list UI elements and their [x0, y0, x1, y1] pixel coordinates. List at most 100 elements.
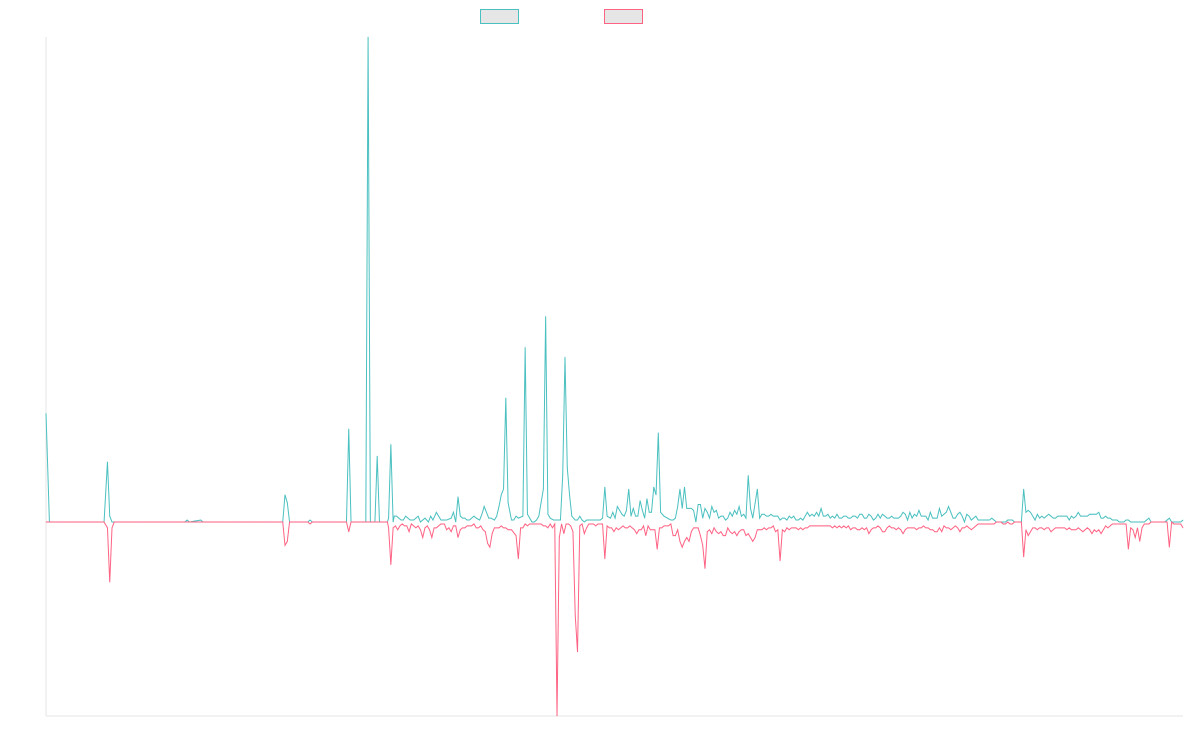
data-point[interactable] — [840, 527, 843, 529]
data-point[interactable] — [191, 521, 193, 523]
data-point[interactable] — [564, 528, 566, 530]
data-point[interactable] — [621, 526, 623, 528]
data-point[interactable] — [518, 542, 521, 544]
data-point[interactable] — [189, 521, 192, 523]
data-point[interactable] — [500, 525, 502, 527]
data-point[interactable] — [661, 512, 663, 515]
data-point[interactable] — [49, 521, 52, 523]
data-point[interactable] — [1004, 523, 1007, 525]
data-point[interactable] — [423, 518, 425, 520]
data-point[interactable] — [1132, 521, 1134, 523]
data-point[interactable] — [1069, 517, 1071, 519]
data-point[interactable] — [647, 525, 649, 527]
data-point[interactable] — [270, 521, 272, 523]
data-point[interactable] — [258, 521, 260, 523]
data-point[interactable] — [1019, 521, 1021, 523]
data-point[interactable] — [268, 521, 270, 523]
data-point[interactable] — [365, 521, 367, 523]
data-point[interactable] — [696, 527, 698, 529]
data-point[interactable] — [319, 521, 321, 523]
data-point[interactable] — [852, 515, 854, 517]
data-point[interactable] — [953, 526, 955, 528]
data-point[interactable] — [838, 517, 840, 519]
data-point[interactable] — [507, 502, 509, 504]
data-point[interactable] — [70, 521, 72, 523]
data-point[interactable] — [114, 521, 117, 523]
data-point[interactable] — [939, 529, 942, 531]
data-point[interactable] — [994, 520, 996, 522]
data-point[interactable] — [514, 533, 516, 535]
data-point[interactable] — [60, 521, 62, 523]
data-point[interactable] — [891, 515, 893, 517]
data-point[interactable] — [1020, 521, 1022, 523]
data-point[interactable] — [237, 521, 239, 523]
data-point[interactable] — [387, 527, 390, 529]
data-point[interactable] — [719, 532, 721, 534]
data-point[interactable] — [484, 508, 486, 510]
data-point[interactable] — [614, 517, 616, 519]
data-point[interactable] — [674, 517, 676, 519]
data-point[interactable] — [653, 486, 655, 488]
data-point[interactable] — [481, 513, 483, 515]
data-point[interactable] — [283, 507, 285, 510]
data-point[interactable] — [908, 515, 910, 517]
data-point[interactable] — [350, 521, 352, 523]
data-point[interactable] — [110, 518, 112, 520]
data-point[interactable] — [976, 524, 978, 526]
data-point[interactable] — [959, 511, 961, 513]
data-point[interactable] — [509, 529, 511, 531]
data-point[interactable] — [1062, 515, 1065, 517]
data-point[interactable] — [460, 528, 463, 530]
data-point[interactable] — [834, 525, 836, 527]
data-point[interactable] — [642, 513, 645, 515]
data-point[interactable] — [1102, 529, 1104, 531]
data-point[interactable] — [573, 518, 575, 520]
data-point[interactable] — [92, 521, 94, 523]
data-point[interactable] — [1173, 521, 1175, 523]
data-point[interactable] — [699, 503, 702, 506]
data-point[interactable] — [588, 519, 590, 521]
data-point[interactable] — [632, 507, 634, 510]
data-point[interactable] — [144, 521, 146, 523]
data-point[interactable] — [710, 531, 712, 533]
data-point[interactable] — [76, 521, 78, 523]
data-point[interactable] — [626, 499, 629, 501]
data-point[interactable] — [274, 521, 276, 523]
data-point[interactable] — [153, 521, 155, 523]
data-point[interactable] — [199, 519, 201, 521]
data-point[interactable] — [527, 524, 530, 526]
data-point[interactable] — [425, 518, 427, 521]
data-point[interactable] — [950, 511, 952, 513]
data-point[interactable] — [768, 527, 770, 529]
data-point[interactable] — [774, 531, 777, 533]
data-point[interactable] — [877, 525, 879, 527]
data-point[interactable] — [298, 521, 300, 523]
data-point[interactable] — [324, 521, 326, 523]
data-point[interactable] — [481, 527, 483, 529]
data-point[interactable] — [504, 527, 506, 529]
data-point[interactable] — [562, 474, 564, 477]
data-point[interactable] — [850, 517, 852, 519]
data-point[interactable] — [1058, 515, 1060, 517]
data-point[interactable] — [1072, 529, 1074, 531]
data-point[interactable] — [673, 518, 675, 520]
data-point[interactable] — [990, 523, 992, 525]
data-point[interactable] — [593, 519, 596, 521]
data-point[interactable] — [805, 527, 807, 529]
data-point[interactable] — [927, 527, 929, 529]
data-point[interactable] — [329, 521, 332, 523]
data-point[interactable] — [909, 511, 911, 513]
data-point[interactable] — [698, 531, 700, 533]
data-point[interactable] — [1097, 530, 1099, 532]
data-point[interactable] — [320, 521, 323, 523]
data-point[interactable] — [234, 521, 236, 523]
data-point[interactable] — [863, 517, 865, 519]
data-point[interactable] — [617, 507, 620, 510]
data-point[interactable] — [383, 521, 385, 523]
data-point[interactable] — [514, 517, 516, 519]
data-point[interactable] — [935, 531, 937, 533]
data-point[interactable] — [65, 521, 68, 523]
data-point[interactable] — [869, 514, 871, 516]
data-point[interactable] — [367, 521, 369, 523]
data-point[interactable] — [1094, 513, 1096, 515]
